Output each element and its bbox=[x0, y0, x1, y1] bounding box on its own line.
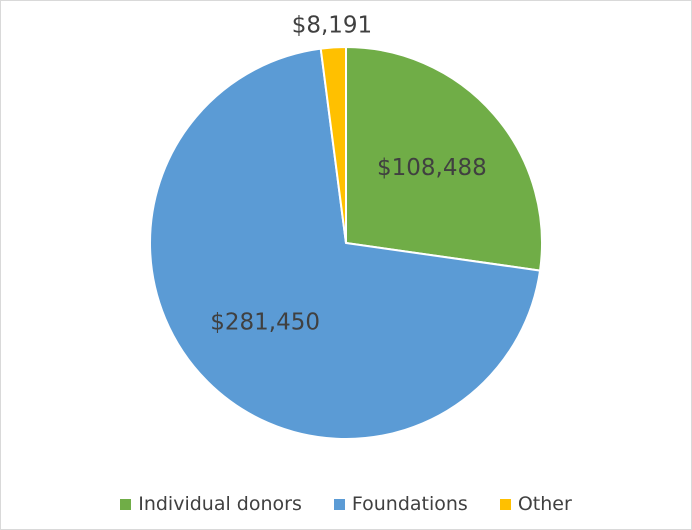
legend-swatch bbox=[120, 498, 132, 510]
legend-item-individual-donors: Individual donors bbox=[120, 493, 302, 515]
legend: Individual donors Foundations Other bbox=[1, 491, 691, 517]
legend-label: Foundations bbox=[351, 493, 468, 515]
pie-slice-foundations bbox=[149, 47, 542, 440]
legend-label: Individual donors bbox=[138, 493, 302, 515]
pie-slice-individual-donors bbox=[345, 46, 543, 272]
legend-swatch bbox=[499, 498, 511, 510]
data-label-individual-donors: $108,488 bbox=[377, 155, 487, 181]
data-label-other: $8,191 bbox=[292, 12, 372, 38]
legend-item-other: Other bbox=[499, 493, 572, 515]
data-label-foundations: $281,450 bbox=[210, 309, 320, 335]
legend-label: Other bbox=[517, 493, 572, 515]
legend-item-foundations: Foundations bbox=[333, 493, 468, 515]
pie-slice-other bbox=[319, 46, 347, 244]
legend-swatch bbox=[333, 498, 345, 510]
